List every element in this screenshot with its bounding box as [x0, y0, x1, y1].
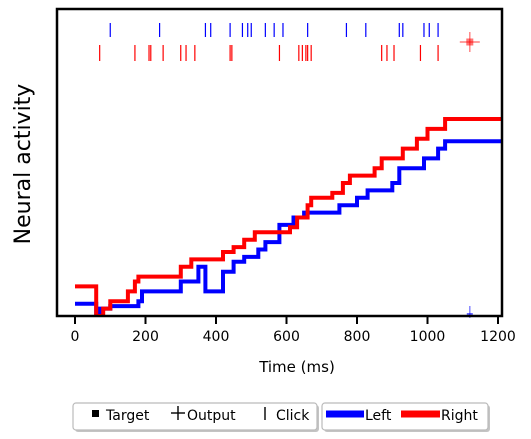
click-marks: [99, 23, 439, 61]
legend-label-right: Right: [441, 408, 478, 424]
x-tick-label: 800: [344, 329, 371, 345]
plot-area: [55, 7, 504, 318]
x-tick-label: 600: [273, 329, 300, 345]
x-tick-label: 0: [71, 329, 80, 345]
series-group: [75, 117, 502, 316]
legend-group-markers: Target Output Click: [72, 402, 319, 432]
x-axis-title: Time (ms): [258, 358, 335, 376]
series-line-left: [75, 139, 502, 316]
x-tick-label: 1000: [410, 329, 446, 345]
legend-label-left: Left: [365, 408, 392, 424]
x-tick-label: 1200: [480, 329, 516, 345]
legend-label-target: Target: [105, 408, 150, 424]
x-tick-label: 200: [132, 329, 159, 345]
legend-box: [72, 402, 318, 431]
legend-target-icon: [92, 410, 99, 417]
legend-label-output: Output: [187, 408, 236, 424]
plot-frame: [55, 7, 504, 318]
legend-group-series: Left Right: [321, 402, 490, 432]
y-axis-title: Neural activity: [11, 84, 36, 245]
x-axis: 0 200 400 600 800 1000 1200: [71, 316, 516, 345]
series-line-right: [75, 117, 502, 316]
legend-label-click: Click: [276, 408, 310, 424]
legend: Target Output Click Left Right: [72, 402, 490, 432]
x-tick-label: 400: [203, 329, 230, 345]
